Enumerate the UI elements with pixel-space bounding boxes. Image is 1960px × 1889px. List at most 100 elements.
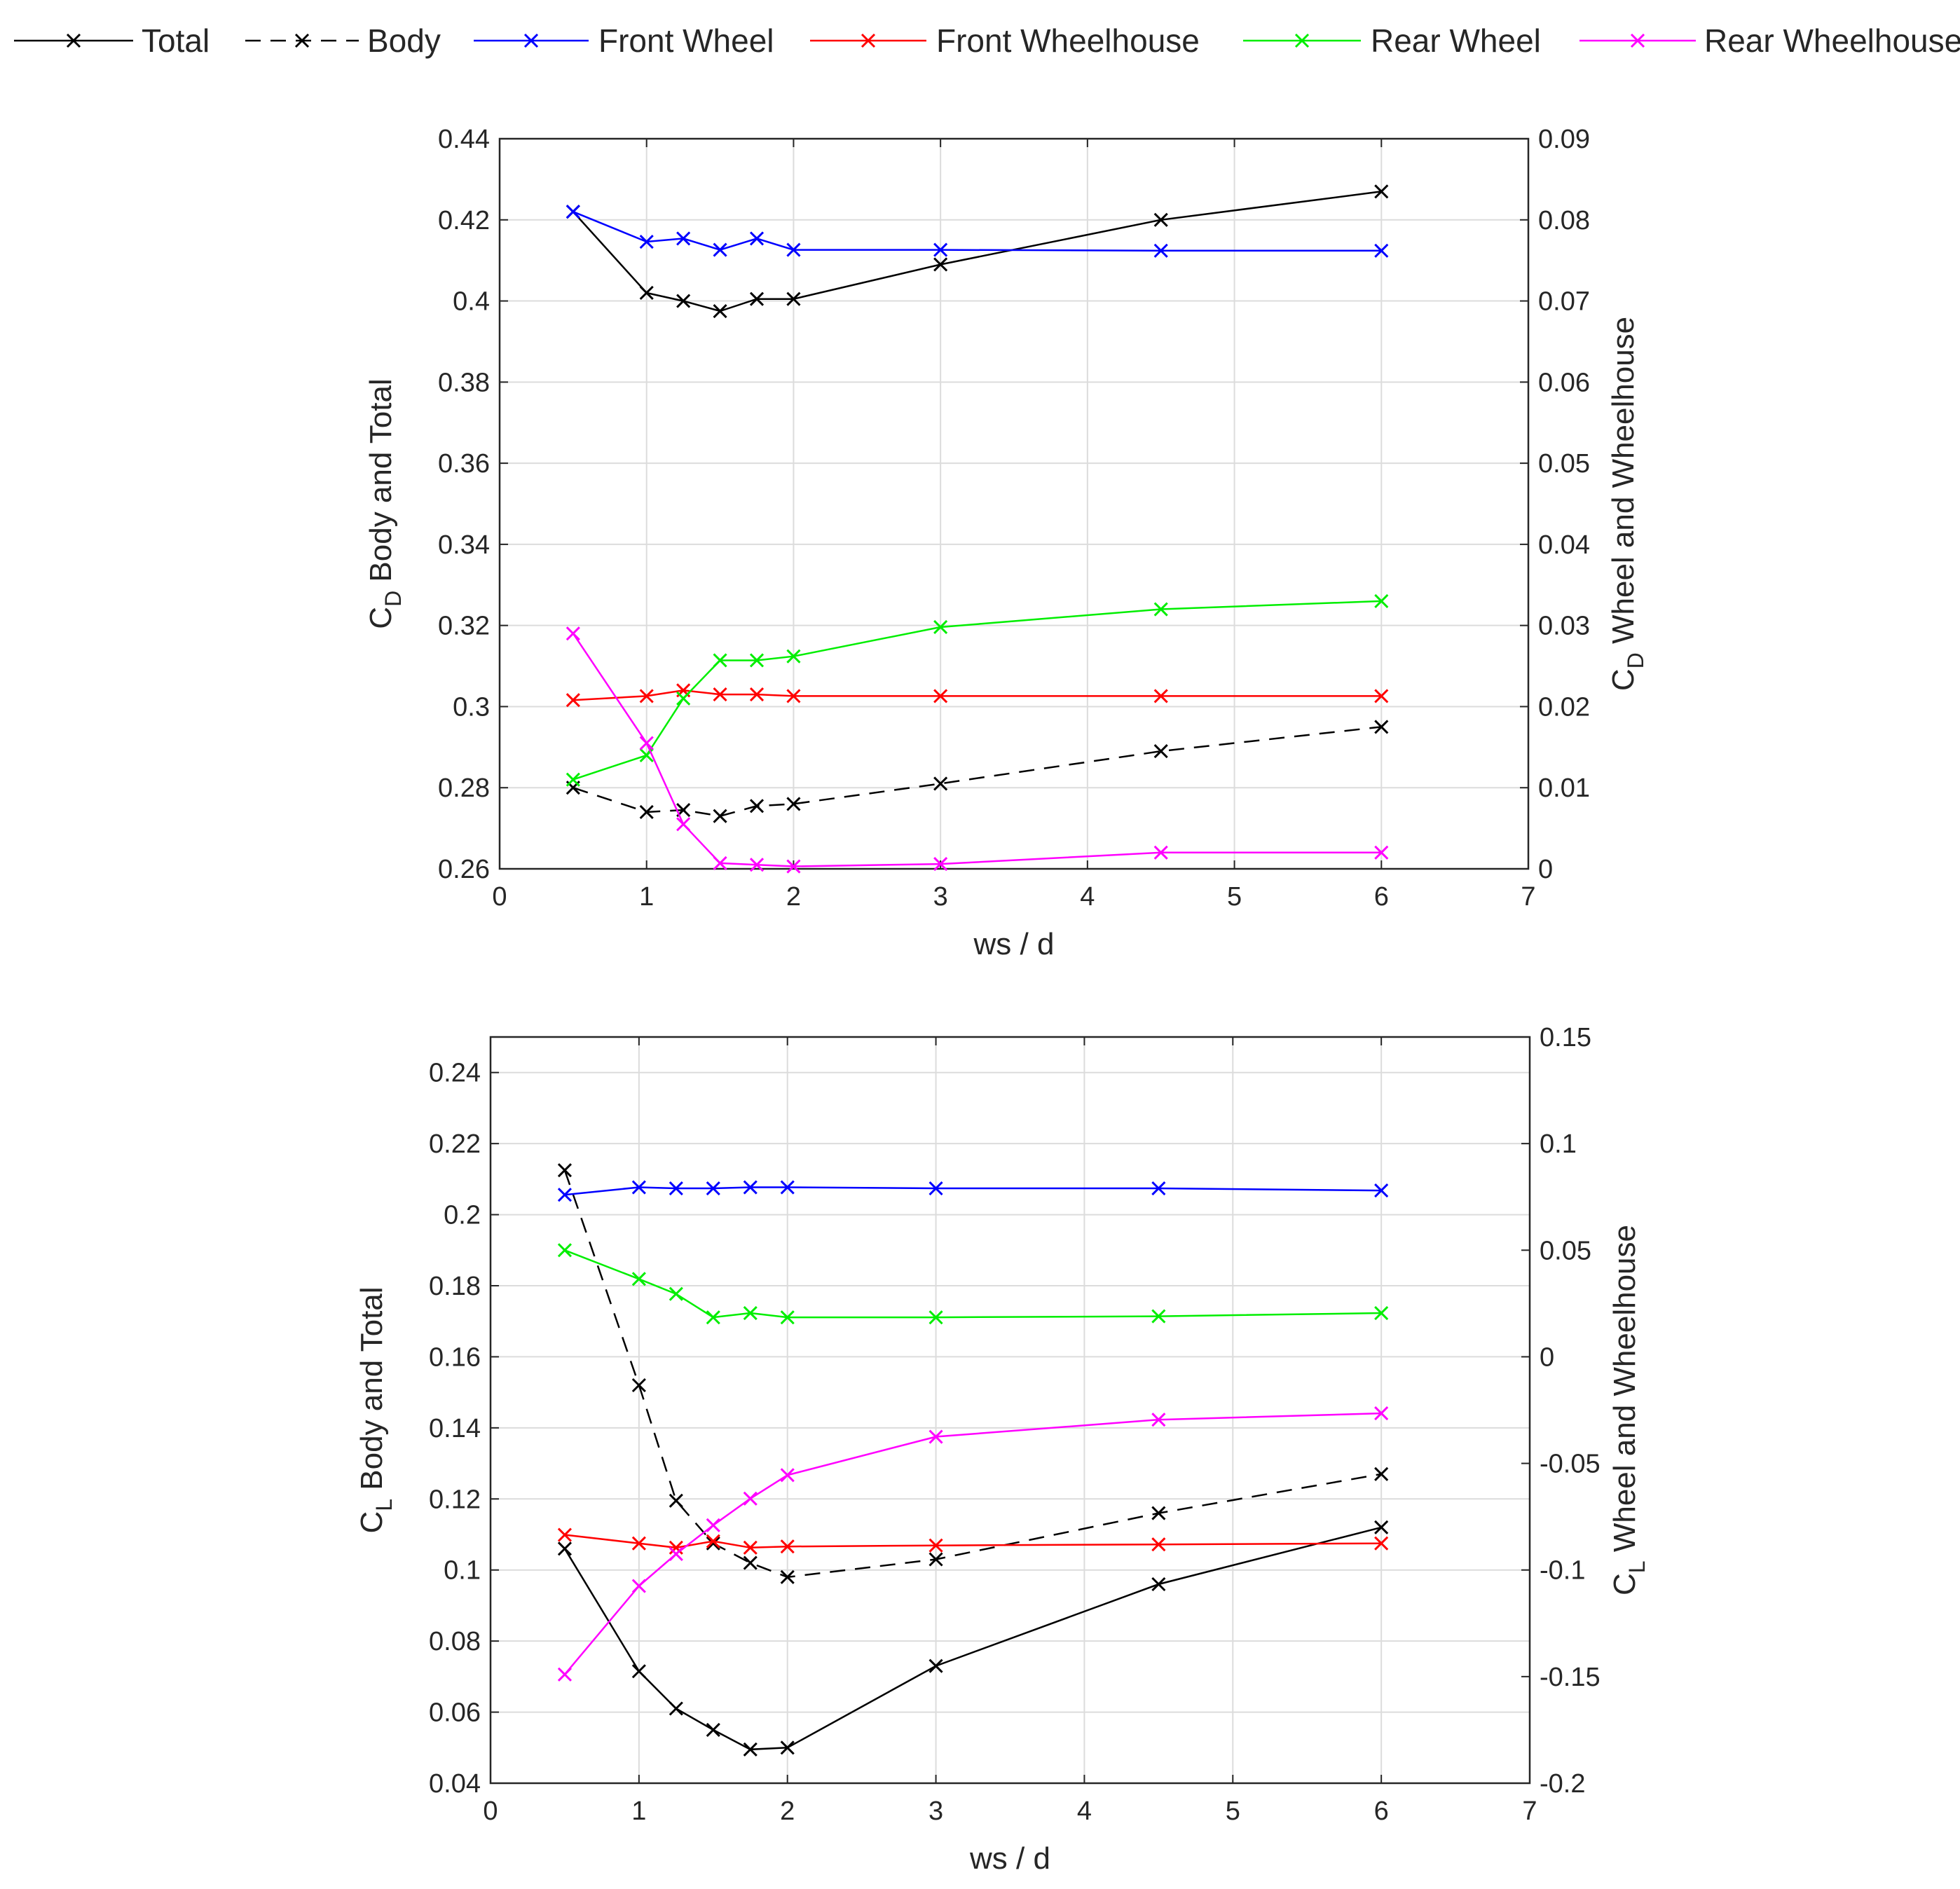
marker-stroke xyxy=(743,1491,758,1506)
marker-stroke xyxy=(557,1527,572,1542)
data-point xyxy=(780,1539,795,1554)
marker-stroke xyxy=(786,689,801,703)
marker-stroke xyxy=(1374,243,1389,258)
y-left-tick-label: 0.34 xyxy=(438,530,490,560)
y-right-tick-label: 0.15 xyxy=(1540,1023,1591,1052)
data-point xyxy=(1151,1413,1166,1427)
marker-stroke xyxy=(631,1272,646,1286)
marker-stroke xyxy=(639,285,654,301)
data-point xyxy=(749,687,765,702)
y-left-tick-label: 0.32 xyxy=(438,612,490,641)
marker-stroke xyxy=(713,242,727,257)
marker-stroke xyxy=(1374,184,1389,199)
x-tick-label: 4 xyxy=(1080,882,1095,912)
marker-stroke xyxy=(1153,744,1168,759)
x-tick-label: 7 xyxy=(1521,882,1535,912)
y-left-tick-label: 0.38 xyxy=(438,368,490,397)
marker-stroke xyxy=(933,242,948,257)
data-point xyxy=(933,619,948,635)
data-point xyxy=(676,817,691,832)
data-point xyxy=(1153,602,1168,617)
data-point xyxy=(1374,845,1389,860)
marker-stroke xyxy=(566,772,580,787)
data-point xyxy=(743,1555,758,1570)
marker-stroke xyxy=(706,1181,720,1196)
marker-stroke xyxy=(566,693,580,708)
marker-stroke xyxy=(743,1180,758,1195)
legend: Total Body Front Wheel Front Wheelhouse Rear… xyxy=(14,22,1960,59)
series-body xyxy=(557,1163,1389,1584)
marker-stroke xyxy=(928,1538,943,1553)
marker-stroke xyxy=(1374,720,1389,734)
marker-stroke xyxy=(1151,1537,1166,1552)
marker-stroke xyxy=(786,797,801,811)
marker-stroke xyxy=(786,291,801,306)
legend-marker xyxy=(294,33,310,48)
marker-stroke xyxy=(780,1539,795,1554)
data-point xyxy=(933,776,948,791)
y-left-label-text: Body and Total xyxy=(364,378,398,591)
legend-item-front-wheel: Front Wheel xyxy=(474,22,774,59)
y-right-label-symbol: C xyxy=(1606,668,1640,691)
x-axis-label: ws / d xyxy=(969,1841,1050,1876)
data-point xyxy=(669,1701,683,1716)
y-left-tick-label: 0.3 xyxy=(453,692,490,722)
marker-stroke xyxy=(557,1667,572,1682)
marker-stroke xyxy=(743,1305,758,1321)
x-tick-label: 5 xyxy=(1227,882,1242,912)
legend-label: Body xyxy=(367,22,441,59)
data-point xyxy=(669,1546,683,1561)
data-point xyxy=(1374,184,1389,199)
y-left-tick-label: 0.04 xyxy=(429,1769,481,1799)
y-right-label-text: Wheel and Wheelhouse xyxy=(1606,317,1640,652)
marker-stroke xyxy=(1151,1506,1166,1520)
data-point xyxy=(631,1664,646,1679)
axes-frame xyxy=(489,1036,1531,1785)
y-right-tick-label: 0.07 xyxy=(1538,287,1590,317)
marker-stroke xyxy=(1630,33,1645,48)
data-point xyxy=(786,689,801,703)
marker-stroke xyxy=(669,1286,683,1301)
data-point xyxy=(1374,1466,1389,1481)
series-rear-wheelhouse xyxy=(557,1406,1389,1682)
y-left-tick-label: 0.08 xyxy=(429,1627,481,1656)
marker-stroke xyxy=(749,653,765,668)
x-tick-label: 3 xyxy=(928,1797,943,1826)
marker-stroke xyxy=(786,649,801,664)
data-point xyxy=(669,1493,683,1508)
y-right-axis-label: CD Wheel and Wheelhouse xyxy=(1606,317,1648,691)
marker-stroke xyxy=(706,1722,720,1737)
marker-stroke xyxy=(780,1310,795,1325)
marker-stroke xyxy=(631,1378,646,1393)
data-point xyxy=(631,1579,646,1593)
plot-area xyxy=(491,1037,1530,1783)
data-point xyxy=(1374,1536,1389,1551)
marker-stroke xyxy=(676,817,691,832)
data-point xyxy=(631,1180,646,1195)
y-left-label-symbol: C xyxy=(364,607,398,629)
data-point xyxy=(566,626,580,641)
marker-stroke xyxy=(933,776,948,791)
marker-stroke xyxy=(713,809,727,823)
series-front-wheelhouse xyxy=(557,1527,1389,1555)
marker-stroke xyxy=(1153,602,1168,617)
x-tick-label: 2 xyxy=(780,1797,795,1826)
data-point xyxy=(928,1552,943,1567)
data-point xyxy=(1151,1577,1166,1592)
marker-stroke xyxy=(676,294,691,308)
marker-stroke xyxy=(557,1163,572,1178)
data-point xyxy=(1151,1309,1166,1324)
data-point xyxy=(1151,1537,1166,1552)
y-left-tick-label: 0.18 xyxy=(429,1272,481,1301)
data-point xyxy=(639,804,654,820)
y-right-tick-label: 0.01 xyxy=(1538,774,1590,803)
marker-stroke xyxy=(66,33,81,48)
legend-label: Total xyxy=(142,22,210,59)
marker-stroke xyxy=(928,1429,943,1444)
y-left-tick-label: 0.26 xyxy=(438,855,490,884)
y-left-label-subscript: L xyxy=(371,1499,397,1511)
marker-stroke xyxy=(933,257,948,272)
legend-item-rear-wheelhouse: Rear Wheelhouse xyxy=(1579,22,1960,59)
axes-frame xyxy=(498,137,1530,870)
